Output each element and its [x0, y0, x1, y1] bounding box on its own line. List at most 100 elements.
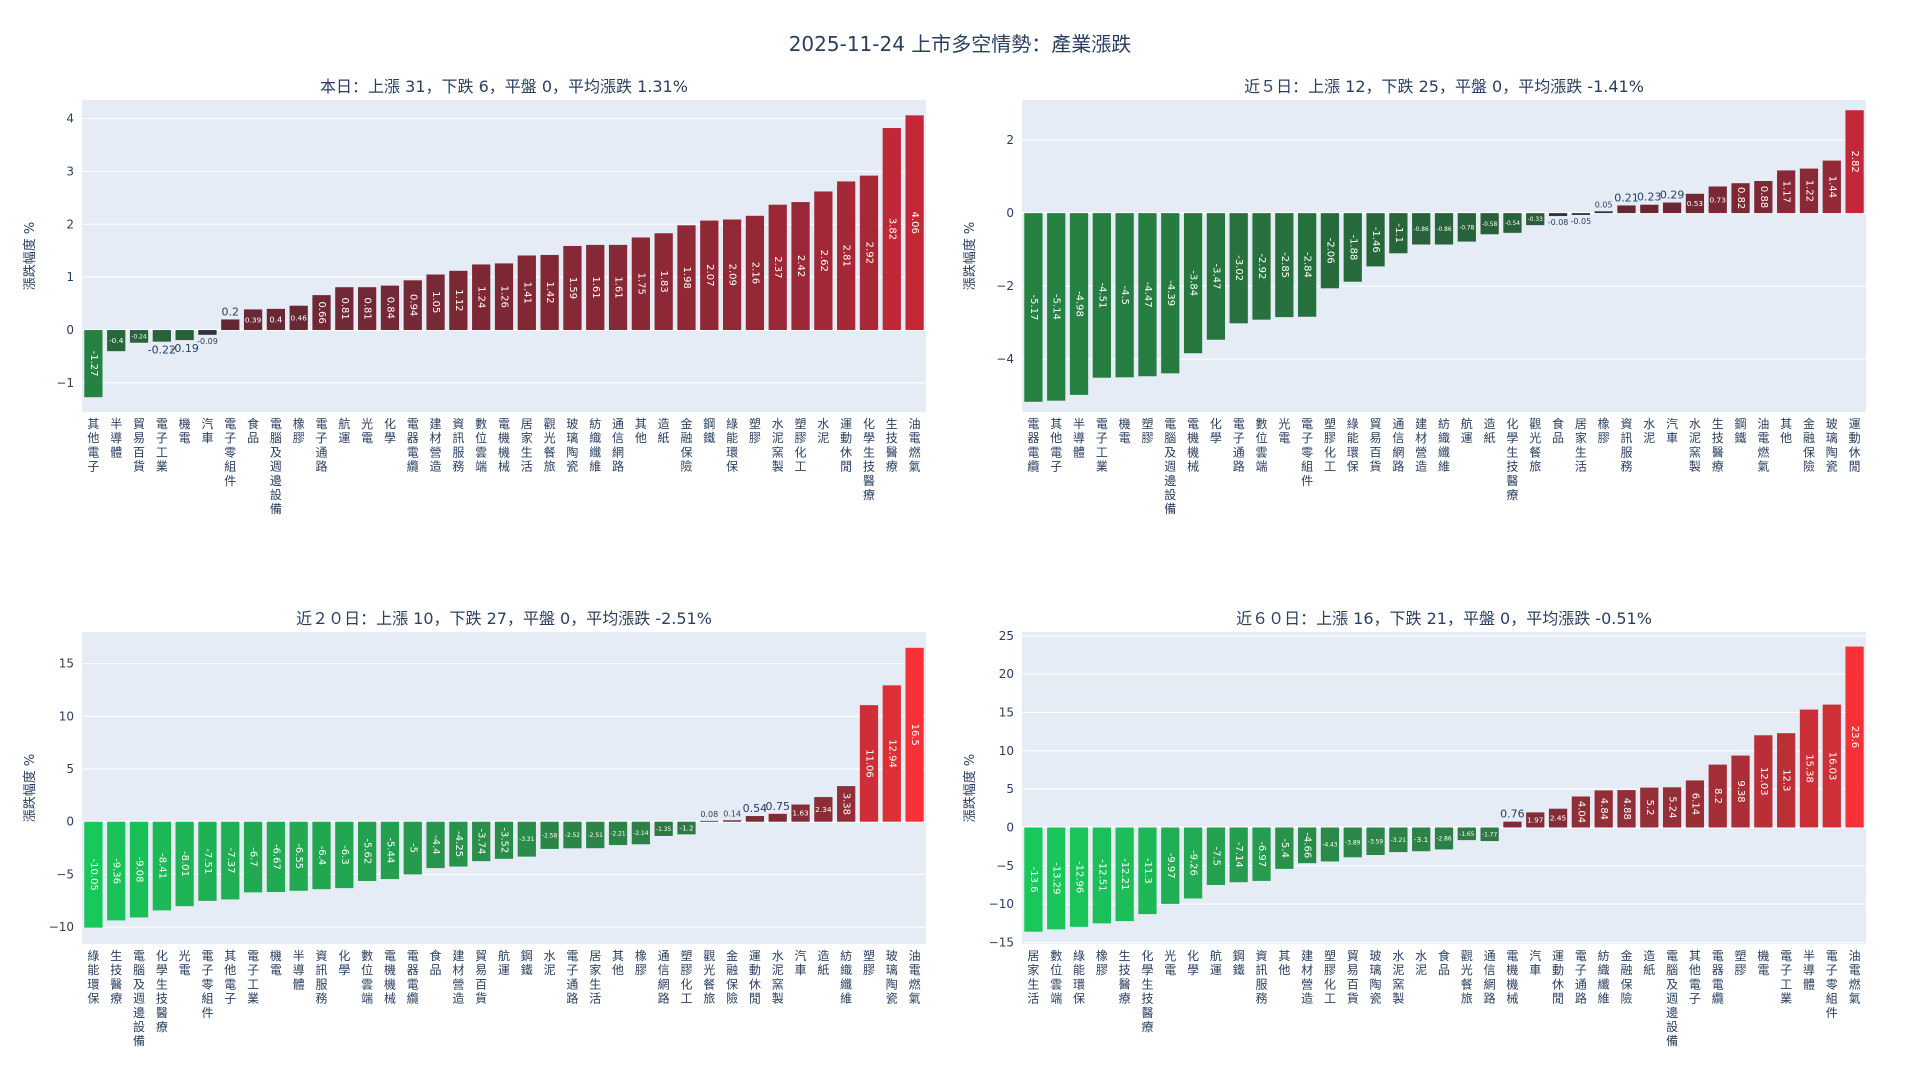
bar-value-label: -8.41 — [156, 853, 167, 879]
bar — [700, 820, 719, 822]
bar-value-label: -4.51 — [1096, 282, 1107, 308]
y-tick-label: 10 — [999, 744, 1014, 758]
y-tick-label: −15 — [989, 935, 1014, 949]
x-tick-label: 化學生技醫療 — [1141, 949, 1153, 1034]
bar — [700, 220, 719, 331]
bar-value-label: -1.46 — [1370, 227, 1381, 253]
x-tick-label: 半導體 — [110, 417, 122, 459]
bar — [1229, 827, 1248, 883]
bar-value-label: 2.62 — [818, 250, 829, 272]
bar — [426, 821, 445, 869]
x-tick-label: 生技醫療 — [886, 417, 898, 474]
bar — [1024, 213, 1043, 402]
x-tick-label: 居家生活 — [1575, 417, 1587, 474]
x-tick-label: 油電燃氣 — [909, 417, 921, 474]
y-axis-label: 漲跌幅度 % — [22, 754, 38, 823]
x-tick-label: 觀光餐旅 — [544, 417, 556, 474]
x-tick-label: 航運 — [338, 416, 350, 445]
x-tick-label: 通信網路 — [658, 949, 670, 1006]
bar-value-label: -1.27 — [88, 351, 99, 377]
y-tick-label: −2 — [996, 279, 1014, 293]
bar — [494, 263, 514, 331]
bar — [586, 821, 605, 849]
bar-value-label: 0.88 — [1758, 186, 1769, 208]
x-tick-label: 食品 — [247, 416, 259, 445]
x-tick-label: 電腦及週邊設備 — [1666, 949, 1678, 1048]
bar-value-label: 2.81 — [841, 245, 852, 267]
x-tick-label: 食品 — [430, 948, 442, 977]
bar-value-label: 1.05 — [430, 291, 441, 313]
x-tick-label: 汽車 — [1666, 416, 1678, 445]
bar — [1389, 213, 1408, 254]
bar — [289, 305, 308, 331]
bar-value-label: -3.74 — [476, 829, 487, 855]
bar-value-label: 1.42 — [544, 281, 555, 303]
bar-value-label: -4.4 — [430, 835, 441, 855]
x-tick-label: 機電 — [179, 416, 191, 445]
bar — [266, 308, 286, 331]
bar — [859, 705, 879, 822]
bar — [1640, 204, 1659, 214]
bar-value-label: -1.2 — [679, 824, 693, 833]
bar — [882, 128, 901, 331]
x-tick-label: 水泥 — [817, 417, 829, 445]
bar — [1617, 790, 1636, 828]
bar — [1252, 213, 1271, 320]
bar-value-label: 1.97 — [1527, 816, 1544, 825]
x-tick-label: 化學生技醫療 — [156, 949, 168, 1034]
bar-value-label: -9.97 — [1165, 853, 1176, 879]
bar-value-label: -0.86 — [1414, 227, 1429, 233]
bar-value-label: 1.22 — [1803, 180, 1814, 202]
y-tick-label: 10 — [59, 709, 74, 723]
bar-value-label: -0.33 — [1528, 217, 1543, 223]
y-tick-label: 20 — [999, 667, 1014, 681]
bar-value-label: 23.6 — [1849, 726, 1860, 748]
y-axis-label: 漲跌幅度 % — [962, 754, 978, 823]
bar-value-label: 0.75 — [765, 800, 790, 813]
x-tick-label: 造紙 — [1643, 949, 1655, 977]
bar — [905, 647, 924, 822]
bar-value-label: -3.31 — [519, 837, 534, 843]
bar — [107, 330, 126, 352]
bar-value-label: -12.21 — [1119, 858, 1130, 890]
bar — [1617, 205, 1636, 214]
bar — [1275, 827, 1294, 869]
x-tick-label: 塑膠化工 — [1324, 948, 1336, 1006]
bar-value-label: 5.24 — [1667, 796, 1678, 818]
x-tick-label: 玻璃陶瓷 — [566, 417, 578, 474]
bar-value-label: 2.42 — [795, 255, 806, 277]
x-tick-label: 食品 — [1552, 416, 1564, 445]
bar-value-label: -6.3 — [339, 845, 350, 865]
bar — [1412, 213, 1431, 245]
x-tick-label: 紡織纖維 — [1438, 416, 1450, 474]
bar-value-label: 6.14 — [1689, 793, 1700, 815]
x-tick-label: 紡織纖維 — [840, 948, 852, 1006]
x-tick-label: 鋼鐵 — [521, 949, 533, 977]
x-tick-label: 金融保險 — [680, 416, 692, 474]
x-tick-label: 生技醫療 — [110, 949, 122, 1006]
x-tick-label: 資訊服務 — [1256, 949, 1268, 1006]
x-tick-label: 油電燃氣 — [1757, 417, 1769, 474]
bar-value-label: 0.14 — [723, 809, 741, 818]
bar — [84, 330, 103, 398]
x-tick-label: 光電 — [179, 949, 191, 977]
x-tick-label: 汽車 — [1529, 948, 1541, 977]
x-tick-label: 電子零組件 — [224, 417, 236, 488]
x-tick-label: 電腦及週邊設備 — [270, 417, 282, 516]
bar — [1662, 787, 1682, 828]
bar-value-label: 5.2 — [1644, 800, 1655, 816]
bar-value-label: -2.51 — [588, 833, 603, 839]
bar-value-label: -4.5 — [1119, 285, 1130, 305]
bar — [84, 821, 103, 928]
x-tick-label: 數位雲端 — [1256, 417, 1268, 474]
bar — [1457, 827, 1476, 841]
x-tick-label: 居家生活 — [1027, 949, 1039, 1006]
x-tick-label: 塑膠 — [749, 416, 761, 445]
bar-value-label: -2.06 — [1324, 238, 1335, 264]
bar-value-label: 0.94 — [407, 294, 418, 316]
chart-panel-4: −15 −10 −5 0 5 10 15 20 25 近６０日：上漲 16，下跌 21，平盤 0，… — [962, 609, 1866, 1048]
x-tick-label: 金融保險 — [726, 948, 738, 1006]
bar — [1047, 827, 1066, 930]
y-tick-label: −10 — [49, 920, 74, 934]
bar — [107, 821, 126, 921]
